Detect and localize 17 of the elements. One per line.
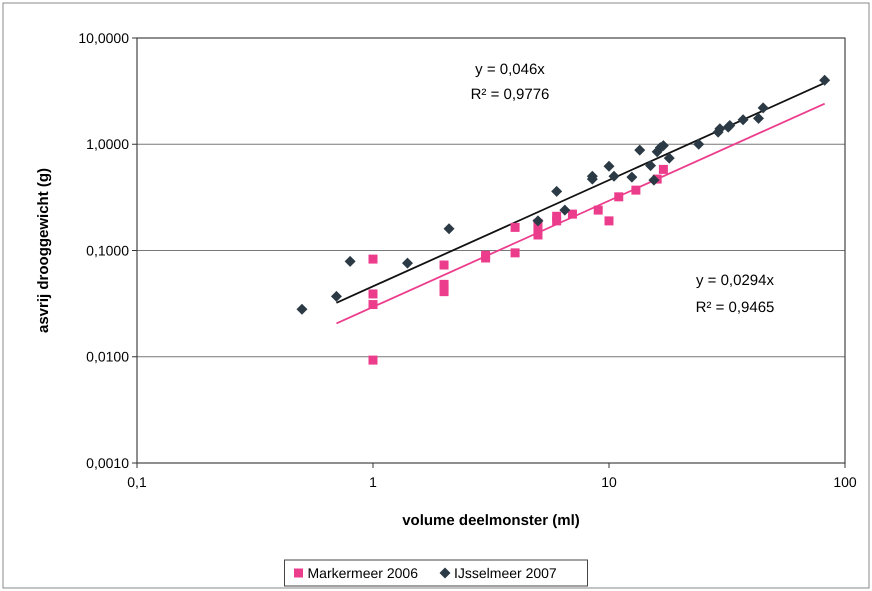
- annotation: R² = 0,9465: [696, 299, 774, 316]
- x-axis-title: volume deelmonster (ml): [402, 512, 580, 529]
- x-tick-label: 1: [369, 474, 378, 490]
- x-tick-label: 0,1: [127, 474, 147, 490]
- y-tick-label: 1,0000: [86, 136, 130, 152]
- annotation: R² = 0,9776: [470, 86, 550, 103]
- x-tick-label: 10: [601, 474, 617, 490]
- x-tick-label: 100: [833, 474, 857, 490]
- legend-label: Markermeer 2006: [308, 564, 418, 581]
- annotation: y = 0,046x: [475, 61, 546, 78]
- y-axis-title: asvrij drooggewicht (g): [35, 168, 52, 334]
- y-tick-label: 10,0000: [78, 30, 130, 46]
- y-tick-label: 0,0100: [86, 348, 130, 365]
- y-tick-label: 0,0010: [86, 454, 130, 471]
- y-tick-label: 0,1000: [86, 242, 130, 258]
- legend-label: IJsselmeer 2007: [454, 564, 557, 581]
- annotation: y = 0,0294x: [696, 272, 774, 289]
